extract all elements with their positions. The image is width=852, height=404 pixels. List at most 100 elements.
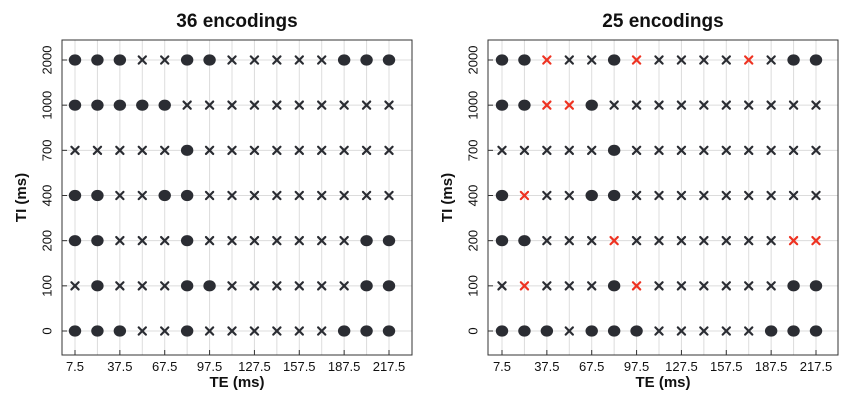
y-tick-label: 700	[39, 139, 54, 161]
cross-marker	[227, 326, 237, 336]
removed-cross-marker	[519, 281, 530, 291]
x-tick-label: 7.5	[66, 359, 84, 374]
cross-marker	[317, 235, 327, 246]
dot-marker	[518, 235, 531, 247]
cross-marker	[317, 190, 327, 201]
y-tick-label: 2000	[465, 46, 480, 75]
cross-marker	[699, 55, 709, 65]
removed-cross-marker	[811, 235, 821, 246]
cross-marker	[227, 235, 237, 246]
cross-marker	[676, 235, 687, 246]
cross-marker	[676, 55, 687, 65]
cross-marker	[115, 190, 125, 201]
chart-panel-1: 7.5 37.5 67.5 97.5 127.5 157.5 187.5 217.5 0 100 2…	[13, 11, 413, 391]
cross-marker	[766, 55, 776, 65]
y-tick-label: 200	[39, 230, 54, 252]
cross-marker	[249, 235, 260, 246]
cross-marker	[654, 55, 664, 65]
x-tick-label: 157.5	[710, 359, 743, 374]
cross-marker	[811, 190, 821, 201]
dot-marker	[495, 235, 509, 247]
chart-title: 36 encodings	[176, 11, 297, 32]
cross-marker	[70, 145, 80, 156]
dot-marker	[113, 54, 127, 66]
x-tick-label: 37.5	[107, 359, 132, 374]
cross-marker	[272, 235, 282, 246]
cross-marker	[564, 326, 574, 336]
dot-marker	[382, 280, 396, 292]
cross-marker	[160, 145, 170, 156]
dot-marker	[540, 325, 554, 337]
x-tick-label: 187.5	[755, 359, 788, 374]
dot-marker	[360, 54, 373, 66]
cross-marker	[676, 145, 687, 156]
cross-marker	[788, 145, 799, 156]
cross-marker	[587, 55, 597, 65]
cross-marker	[227, 55, 237, 65]
dot-marker	[337, 325, 351, 337]
removed-cross-marker	[564, 100, 574, 110]
x-tick-label: 97.5	[197, 359, 222, 374]
dot-marker	[787, 325, 800, 337]
dot-marker	[158, 189, 171, 202]
dot-marker	[607, 189, 621, 202]
cross-marker	[811, 145, 821, 156]
dot-marker	[585, 325, 598, 337]
dot-marker	[518, 54, 531, 66]
cross-marker	[788, 190, 799, 201]
cross-marker	[676, 190, 687, 201]
dot-marker	[113, 325, 127, 337]
x-tick-label: 37.5	[534, 359, 559, 374]
y-tick-label: 100	[465, 275, 480, 297]
cross-marker	[294, 55, 304, 65]
cross-marker	[811, 100, 821, 110]
cross-marker	[654, 326, 664, 336]
cross-marker	[249, 190, 260, 201]
dot-marker	[518, 325, 531, 337]
cross-marker	[497, 281, 507, 291]
dot-marker	[518, 99, 531, 111]
dot-marker	[809, 54, 823, 66]
cross-marker	[384, 100, 394, 110]
dot-marker	[180, 189, 194, 202]
dot-marker	[495, 99, 509, 111]
cross-marker	[384, 145, 394, 156]
dot-marker	[787, 280, 800, 292]
cross-marker	[721, 55, 731, 65]
cross-marker	[227, 145, 237, 156]
cross-marker	[137, 145, 147, 156]
cross-marker	[744, 190, 754, 201]
x-tick-label: 67.5	[579, 359, 604, 374]
dot-marker	[337, 54, 351, 66]
cross-marker	[699, 190, 709, 201]
cross-marker	[160, 281, 170, 291]
cross-marker	[744, 326, 754, 336]
cross-marker	[564, 190, 574, 201]
y-tick-label: 400	[39, 185, 54, 207]
cross-marker	[272, 326, 282, 336]
dot-marker	[360, 280, 373, 292]
dot-marker	[91, 54, 104, 66]
x-tick-label: 217.5	[373, 359, 406, 374]
dot-marker	[360, 325, 373, 337]
cross-marker	[204, 145, 215, 156]
cross-marker	[339, 100, 349, 110]
cross-marker	[744, 281, 754, 291]
dot-marker	[68, 189, 82, 202]
cross-marker	[631, 145, 642, 156]
cross-marker	[587, 281, 597, 291]
cross-marker	[721, 100, 731, 110]
cross-marker	[587, 145, 597, 156]
x-tick-label: 67.5	[152, 359, 177, 374]
cross-marker	[294, 326, 304, 336]
y-tick-label: 700	[465, 139, 480, 161]
cross-marker	[204, 235, 215, 246]
cross-marker	[744, 235, 754, 246]
x-tick-label: 157.5	[283, 359, 316, 374]
cross-marker	[92, 145, 103, 156]
cross-marker	[766, 235, 776, 246]
cross-marker	[317, 100, 327, 110]
dot-marker	[809, 280, 823, 292]
cross-marker	[339, 281, 349, 291]
dot-marker	[68, 54, 82, 66]
